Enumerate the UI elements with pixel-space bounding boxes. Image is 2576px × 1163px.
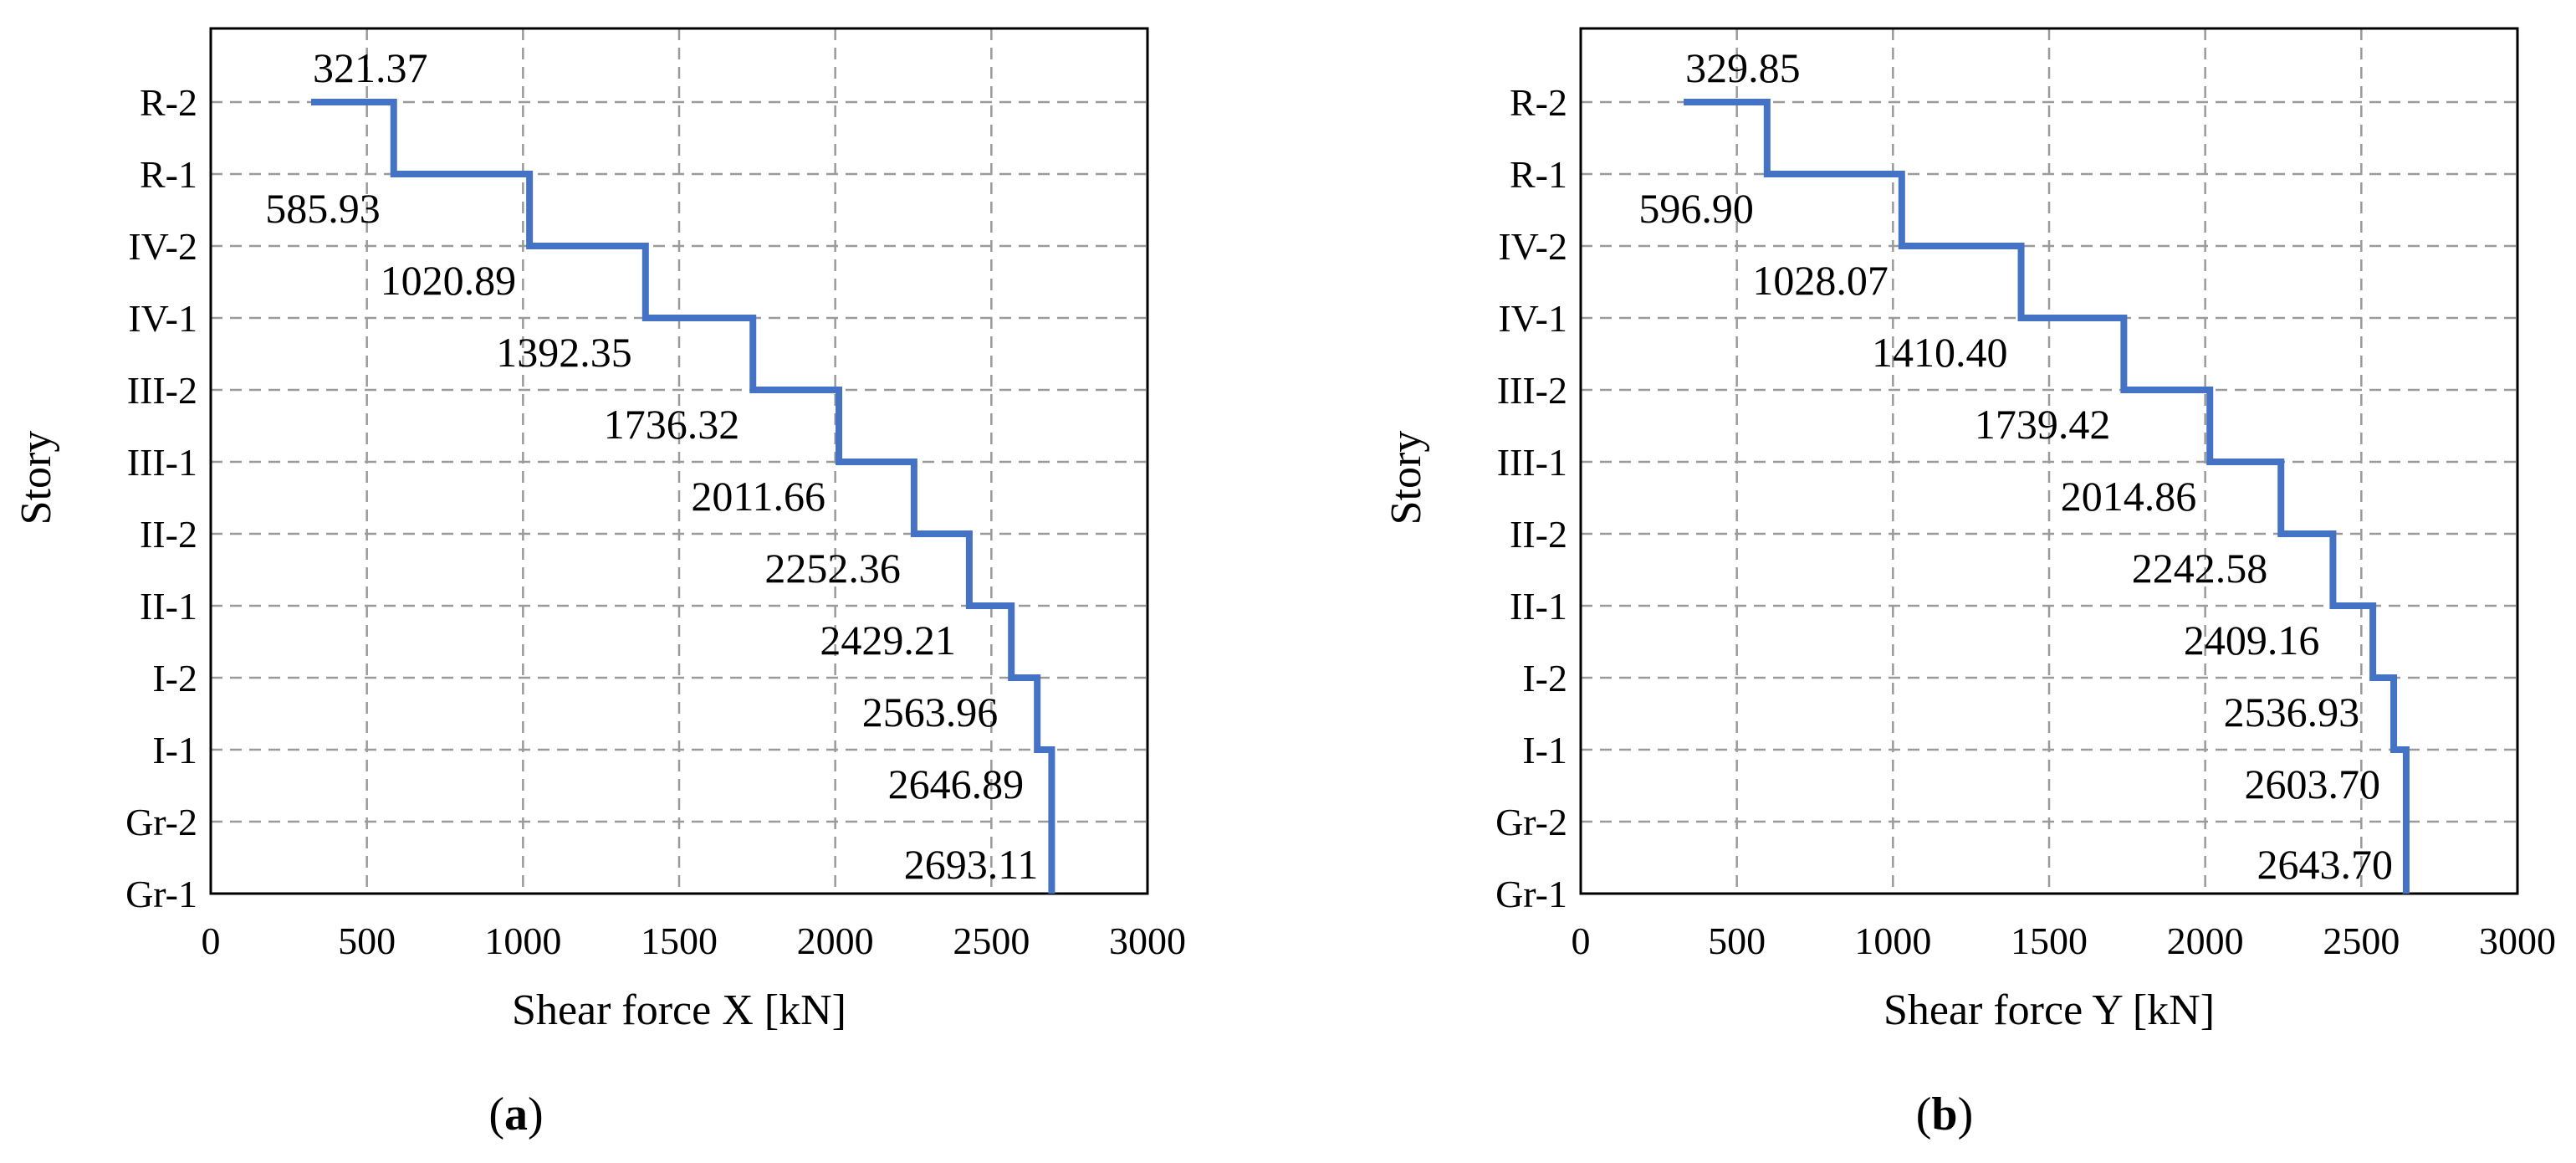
data-label: 329.85 bbox=[1685, 44, 1801, 91]
panel-label: (b) bbox=[1916, 1089, 1973, 1140]
y-tick-label: IV-2 bbox=[128, 225, 197, 268]
plot-frame bbox=[209, 27, 1149, 895]
y-axis-label: Story bbox=[13, 431, 60, 525]
x-tick-label: 3000 bbox=[1109, 920, 1186, 962]
data-label: 1410.40 bbox=[1872, 329, 2008, 376]
data-label: 2603.70 bbox=[2245, 761, 2381, 807]
x-axis-label: Shear force X [kN] bbox=[512, 986, 846, 1034]
y-tick-label: Gr-1 bbox=[1495, 873, 1567, 915]
data-label: 1028.07 bbox=[1752, 257, 1889, 304]
y-tick-label: R-2 bbox=[1510, 81, 1567, 124]
data-label: 2429.21 bbox=[820, 617, 956, 663]
x-tick-label: 2000 bbox=[2167, 920, 2244, 962]
data-label: 321.37 bbox=[313, 44, 428, 91]
shear-step-line bbox=[1684, 99, 2410, 894]
y-tick-label: IV-1 bbox=[128, 297, 197, 340]
data-label: 1392.35 bbox=[496, 329, 632, 376]
x-tick-label: 2500 bbox=[2323, 920, 2400, 962]
data-label: 2536.93 bbox=[2224, 689, 2360, 735]
panel-label: (a) bbox=[488, 1089, 543, 1140]
y-tick-label: Gr-2 bbox=[1495, 801, 1567, 843]
y-tick-label: Gr-1 bbox=[125, 873, 197, 915]
data-label: 2252.36 bbox=[764, 545, 901, 592]
x-tick-label: 1500 bbox=[641, 920, 718, 962]
plot-frame bbox=[1579, 27, 2519, 895]
y-tick-label: IV-1 bbox=[1498, 297, 1567, 340]
x-tick-label: 1000 bbox=[1854, 920, 1931, 962]
data-label: 1736.32 bbox=[604, 401, 740, 448]
y-tick-label: Gr-2 bbox=[125, 801, 197, 843]
y-tick-label: I-1 bbox=[1522, 729, 1567, 771]
data-label: 596.90 bbox=[1638, 185, 1754, 232]
y-tick-label: I-2 bbox=[1522, 657, 1567, 699]
y-tick-label: III-2 bbox=[1497, 369, 1567, 412]
y-tick-label: II-1 bbox=[1510, 585, 1567, 628]
x-tick-label: 0 bbox=[1572, 920, 1591, 962]
y-tick-label: III-2 bbox=[127, 369, 197, 412]
x-axis-label: Shear force Y [kN] bbox=[1883, 986, 2215, 1034]
data-label: 2646.89 bbox=[888, 761, 1025, 807]
y-tick-label: I-1 bbox=[152, 729, 197, 771]
y-axis-label: Story bbox=[1383, 431, 1430, 525]
x-tick-label: 0 bbox=[202, 920, 221, 962]
x-tick-label: 2000 bbox=[797, 920, 874, 962]
data-label: 1739.42 bbox=[1975, 401, 2111, 448]
data-label: 1020.89 bbox=[381, 257, 517, 304]
x-tick-label: 500 bbox=[1708, 920, 1766, 962]
y-tick-label: II-2 bbox=[1510, 513, 1567, 556]
data-label: 585.93 bbox=[265, 185, 381, 232]
y-tick-label: III-1 bbox=[127, 441, 197, 484]
data-label: 2242.58 bbox=[2132, 545, 2268, 592]
data-label: 2011.66 bbox=[691, 473, 825, 520]
shear-step-line bbox=[310, 99, 1055, 894]
y-tick-label: II-1 bbox=[140, 585, 197, 628]
x-tick-label: 1500 bbox=[2011, 920, 2088, 962]
y-tick-label: III-1 bbox=[1497, 441, 1567, 484]
y-tick-label: R-2 bbox=[140, 81, 197, 124]
y-tick-label: R-1 bbox=[140, 153, 197, 196]
data-label: 2643.70 bbox=[2257, 841, 2393, 888]
y-tick-label: IV-2 bbox=[1498, 225, 1567, 268]
x-tick-label: 3000 bbox=[2479, 920, 2556, 962]
data-label: 2014.86 bbox=[2061, 473, 2197, 520]
y-tick-label: I-2 bbox=[152, 657, 197, 699]
data-label: 2409.16 bbox=[2184, 617, 2320, 663]
chart-panel-b: 329.85 596.90 1028.07 1410.40 1739.42 2014.86… bbox=[1383, 27, 2556, 1140]
x-tick-label: 1000 bbox=[484, 920, 561, 962]
y-tick-label: R-1 bbox=[1510, 153, 1567, 196]
y-tick-label: II-2 bbox=[140, 513, 197, 556]
x-tick-label: 500 bbox=[338, 920, 396, 962]
x-tick-label: 2500 bbox=[953, 920, 1030, 962]
data-label: 2693.11 bbox=[904, 841, 1039, 888]
data-label: 2563.96 bbox=[862, 689, 999, 735]
